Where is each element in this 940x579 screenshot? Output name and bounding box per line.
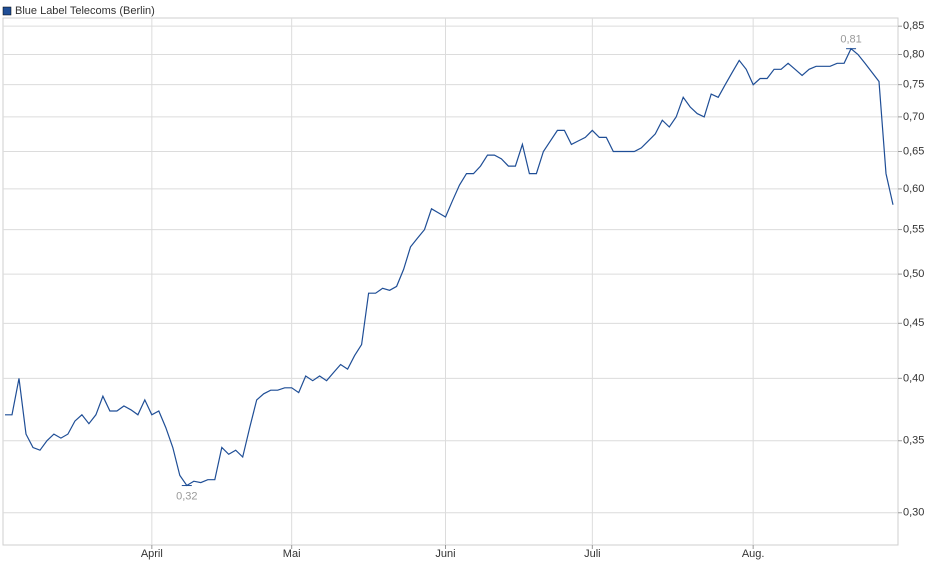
y-tick-label: 0,75 [903, 79, 924, 91]
y-tick-label: 0,60 [903, 183, 924, 195]
y-tick-label: 0,35 [903, 435, 924, 447]
y-tick-label: 0,45 [903, 317, 924, 329]
y-tick-label: 0,70 [903, 111, 924, 123]
y-tick-label: 0,80 [903, 48, 924, 60]
x-tick-label: Mai [283, 548, 301, 560]
max-annotation: 0,81 [840, 34, 861, 46]
y-tick-label: 0,40 [903, 372, 924, 384]
y-tick-label: 0,30 [903, 507, 924, 519]
x-tick-label: April [141, 548, 163, 560]
legend-label: Blue Label Telecoms (Berlin) [15, 5, 155, 17]
plot-frame [2, 17, 899, 546]
legend-swatch [2, 6, 12, 16]
price-line [5, 47, 894, 487]
x-tick-label: Aug. [742, 548, 765, 560]
min-annotation: 0,32 [176, 490, 197, 502]
y-tick-label: 0,85 [903, 20, 924, 32]
y-tick-label: 0,65 [903, 145, 924, 157]
y-tick-label: 0,55 [903, 223, 924, 235]
x-tick-label: Juni [435, 548, 455, 560]
y-tick-label: 0,50 [903, 268, 924, 280]
x-tick-label: Juli [584, 548, 601, 560]
